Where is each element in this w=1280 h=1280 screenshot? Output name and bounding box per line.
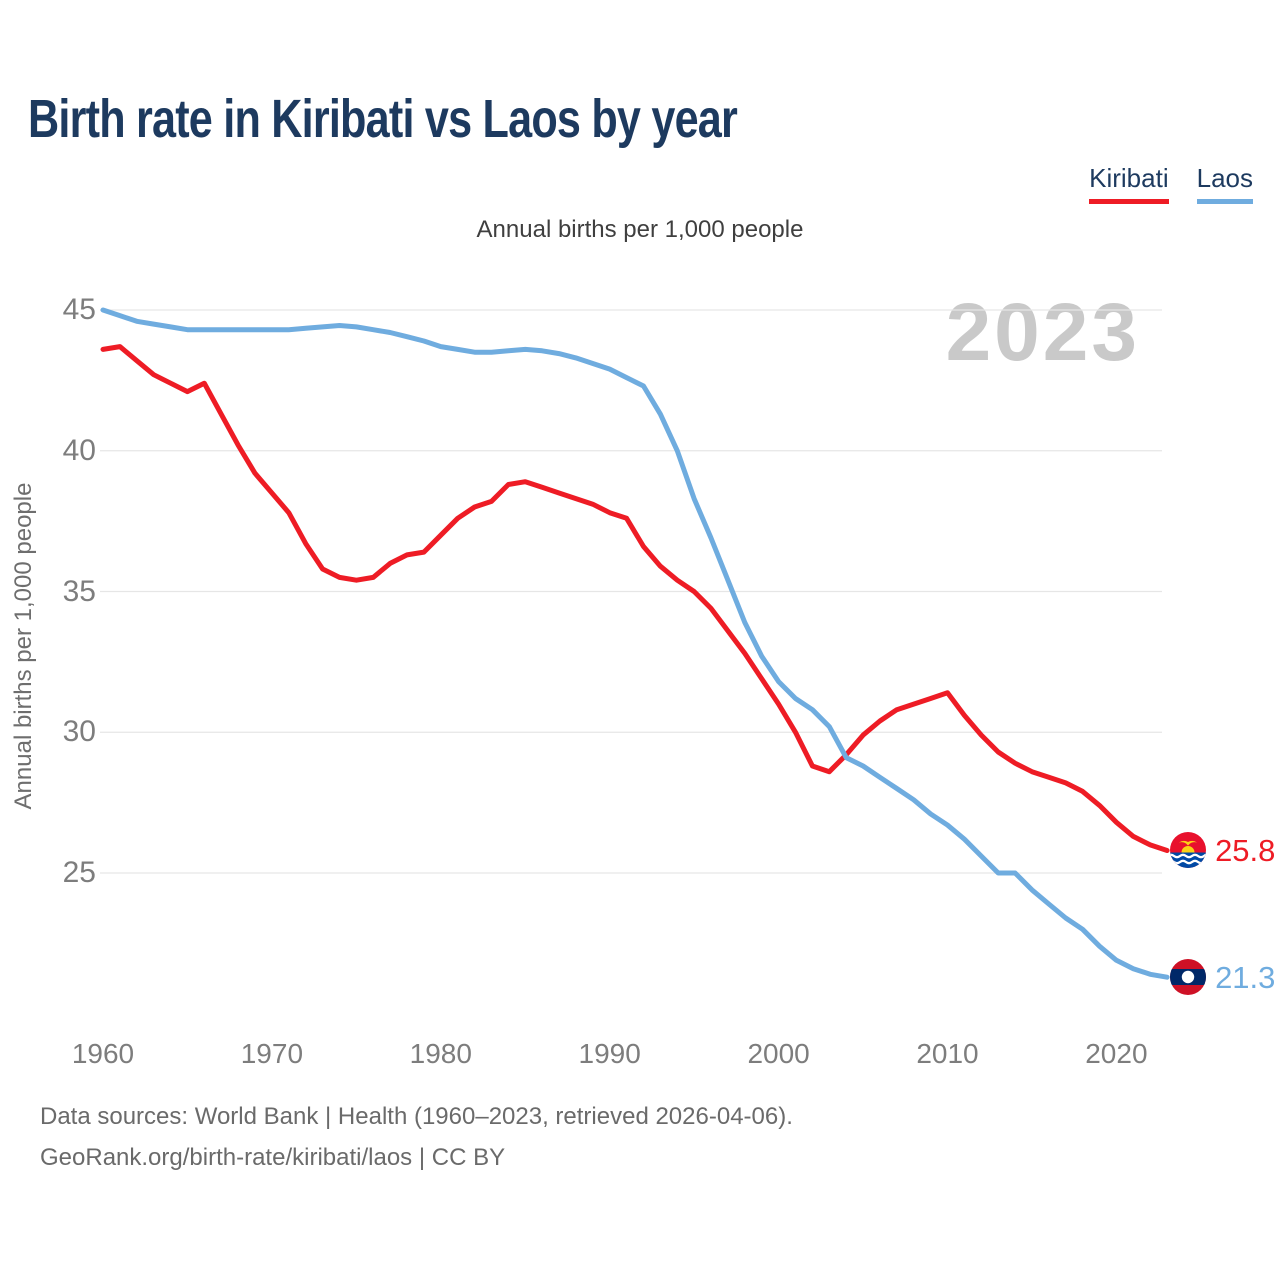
kiribati-flag-icon (1170, 832, 1207, 869)
x-tick-label-1960: 1960 (71, 1038, 135, 1069)
x-tick-label-2020: 2020 (1085, 1038, 1148, 1069)
y-tick-label-25: 25 (62, 856, 96, 889)
laos-end-label: 21.3 (1170, 959, 1276, 996)
laos-flag-icon (1170, 959, 1207, 996)
chart-area: 2023 Annual births per 1,000 people 25 30… (0, 260, 1280, 1070)
x-tick-label-2000: 2000 (747, 1038, 810, 1069)
legend-item-laos[interactable]: Laos (1196, 163, 1253, 204)
legend-label-laos: Laos (1196, 163, 1253, 193)
legend-item-kiribati[interactable]: Kiribati (1089, 163, 1169, 204)
y-tick-label-40: 40 (62, 433, 96, 467)
x-tick-label-2010: 2010 (916, 1038, 979, 1069)
y-tick-label-35: 35 (62, 574, 96, 608)
laos-end-value: 21.3 (1215, 959, 1276, 995)
footer-source-line: Data sources: World Bank | Health (1960–… (40, 1103, 793, 1130)
kiribati-end-value: 25.8 (1215, 832, 1276, 868)
chart-subtitle: Annual births per 1,000 people (476, 216, 804, 243)
watermark-year: 2023 (945, 287, 1140, 378)
page-title: Birth rate in Kiribati vs Laos by year (28, 89, 738, 149)
plot-svg (100, 307, 1170, 980)
x-tick-label-1980: 1980 (409, 1038, 472, 1069)
x-tick-label-1990: 1990 (578, 1038, 641, 1069)
y-tick-label-45: 45 (62, 293, 96, 326)
kiribati-end-label: 25.8 (1170, 832, 1276, 869)
kiribati-line[interactable] (100, 344, 1170, 853)
x-tick-label-1970: 1970 (240, 1038, 304, 1069)
y-tick-label-30: 30 (62, 715, 96, 749)
legend-label-kiribati: Kiribati (1089, 163, 1169, 193)
legend: Kiribati Laos (1089, 164, 1253, 204)
laos-line[interactable] (100, 307, 1170, 980)
footer-credit-line: GeoRank.org/birth-rate/kiribati/laos | C… (40, 1144, 506, 1171)
footer: Data sources: World Bank | Health (1960–… (40, 1096, 793, 1178)
